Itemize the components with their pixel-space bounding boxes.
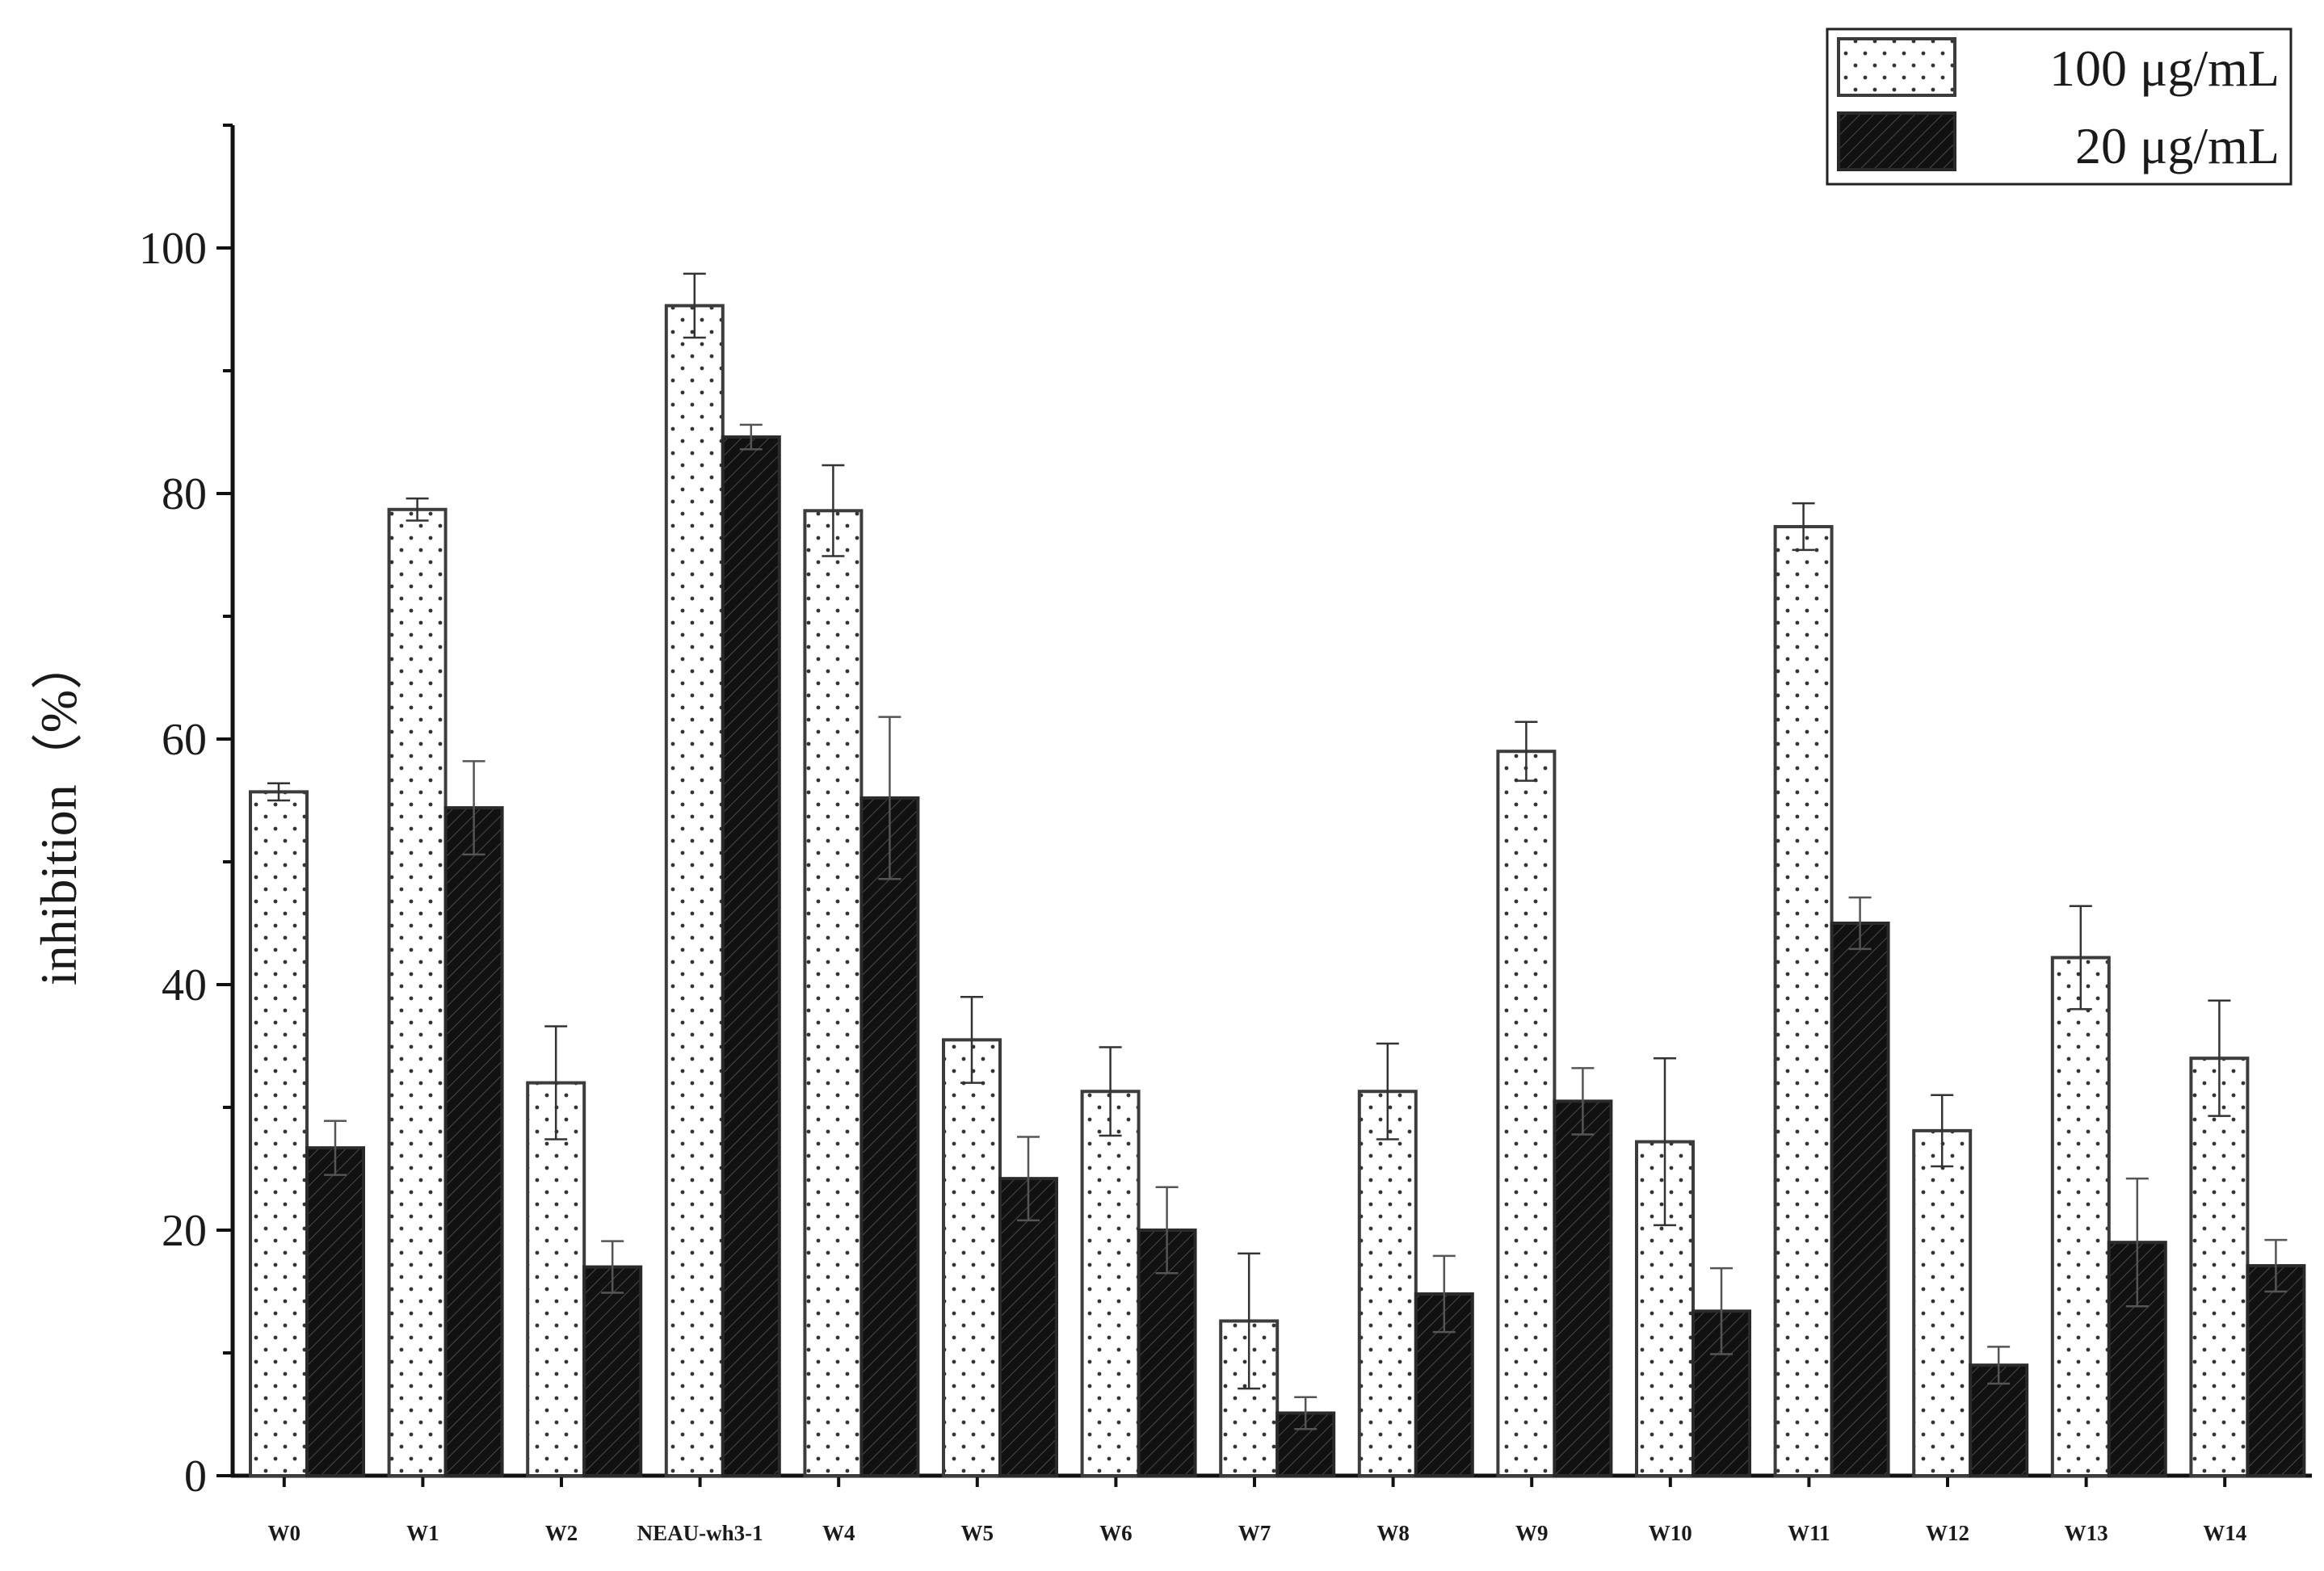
bar-100-W8 <box>1357 1090 1418 1477</box>
bar-100-W1 <box>387 507 448 1477</box>
legend-swatch-20 <box>1837 111 1956 171</box>
y-tick-label: 80 <box>162 469 207 519</box>
x-axis <box>231 1473 2312 1487</box>
y-tick-label: 0 <box>184 1451 207 1502</box>
y-tick-label: 100 <box>139 224 207 274</box>
legend-label-20: 20 μg/mL <box>2075 117 2280 174</box>
y-axis: 0 20 40 60 80 100 <box>139 124 235 1502</box>
bar-20-W5 <box>998 1177 1058 1478</box>
bar-100-W14 <box>2189 1056 2250 1477</box>
bar-100-W6 <box>1080 1090 1141 1477</box>
bar-100-W11 <box>1773 525 1834 1477</box>
x-tick-label: W14 <box>2203 1521 2246 1545</box>
bar-100-W9 <box>1496 750 1557 1477</box>
x-tick-label: W0 <box>268 1521 301 1545</box>
bar-100-W0 <box>249 790 309 1477</box>
bar-100-W4 <box>803 509 864 1477</box>
bar-20-W2 <box>582 1265 643 1477</box>
category-labels: W0 W1 W2 NEAU-wh3-1 W4 W5 W6 W7 W8 W9 W10 W11 W12 W13… <box>268 1521 2247 1545</box>
x-tick-label: W9 <box>1515 1521 1549 1545</box>
bars <box>249 272 2306 1478</box>
bar-20-W14 <box>2246 1264 2306 1477</box>
x-tick-label: W11 <box>1788 1521 1830 1545</box>
bar-20-W4 <box>859 796 920 1477</box>
y-tick-label: 20 <box>162 1206 207 1256</box>
bar-20-W0 <box>305 1146 365 1478</box>
y-axis-title: inhibition（%） <box>30 638 87 985</box>
legend-label-100: 100 μg/mL <box>2049 40 2280 97</box>
bar-20-W9 <box>1553 1099 1613 1478</box>
y-tick-label: 40 <box>162 960 207 1010</box>
x-tick-label: W2 <box>545 1521 578 1545</box>
bar-100-W5 <box>942 1038 1002 1477</box>
x-tick-label: W4 <box>822 1521 855 1545</box>
x-tick-label: W7 <box>1238 1521 1271 1545</box>
x-tick-label: W12 <box>1926 1521 1969 1545</box>
bar-20-W1 <box>443 806 504 1477</box>
bar-100-NEAU-wh3-1 <box>664 304 725 1478</box>
x-tick-label: W6 <box>1099 1521 1133 1545</box>
x-tick-label: W10 <box>1649 1521 1692 1545</box>
bar-100-W2 <box>526 1081 586 1477</box>
bar-100-W12 <box>1912 1128 1973 1477</box>
x-tick-label: W8 <box>1376 1521 1410 1545</box>
legend: 100 μg/mL 20 μg/mL <box>1826 27 2292 186</box>
x-tick-label: W5 <box>961 1521 994 1545</box>
bar-20-W11 <box>1830 922 1890 1477</box>
bar-100-W13 <box>2050 956 2111 1478</box>
legend-swatch-100 <box>1837 37 1956 97</box>
x-tick-label: NEAU-wh3-1 <box>637 1521 763 1545</box>
y-tick-label: 60 <box>162 715 207 765</box>
bar-20-NEAU-wh3-1 <box>721 435 781 1478</box>
x-tick-label: W1 <box>406 1521 439 1545</box>
x-tick-label: W13 <box>2065 1521 2108 1545</box>
